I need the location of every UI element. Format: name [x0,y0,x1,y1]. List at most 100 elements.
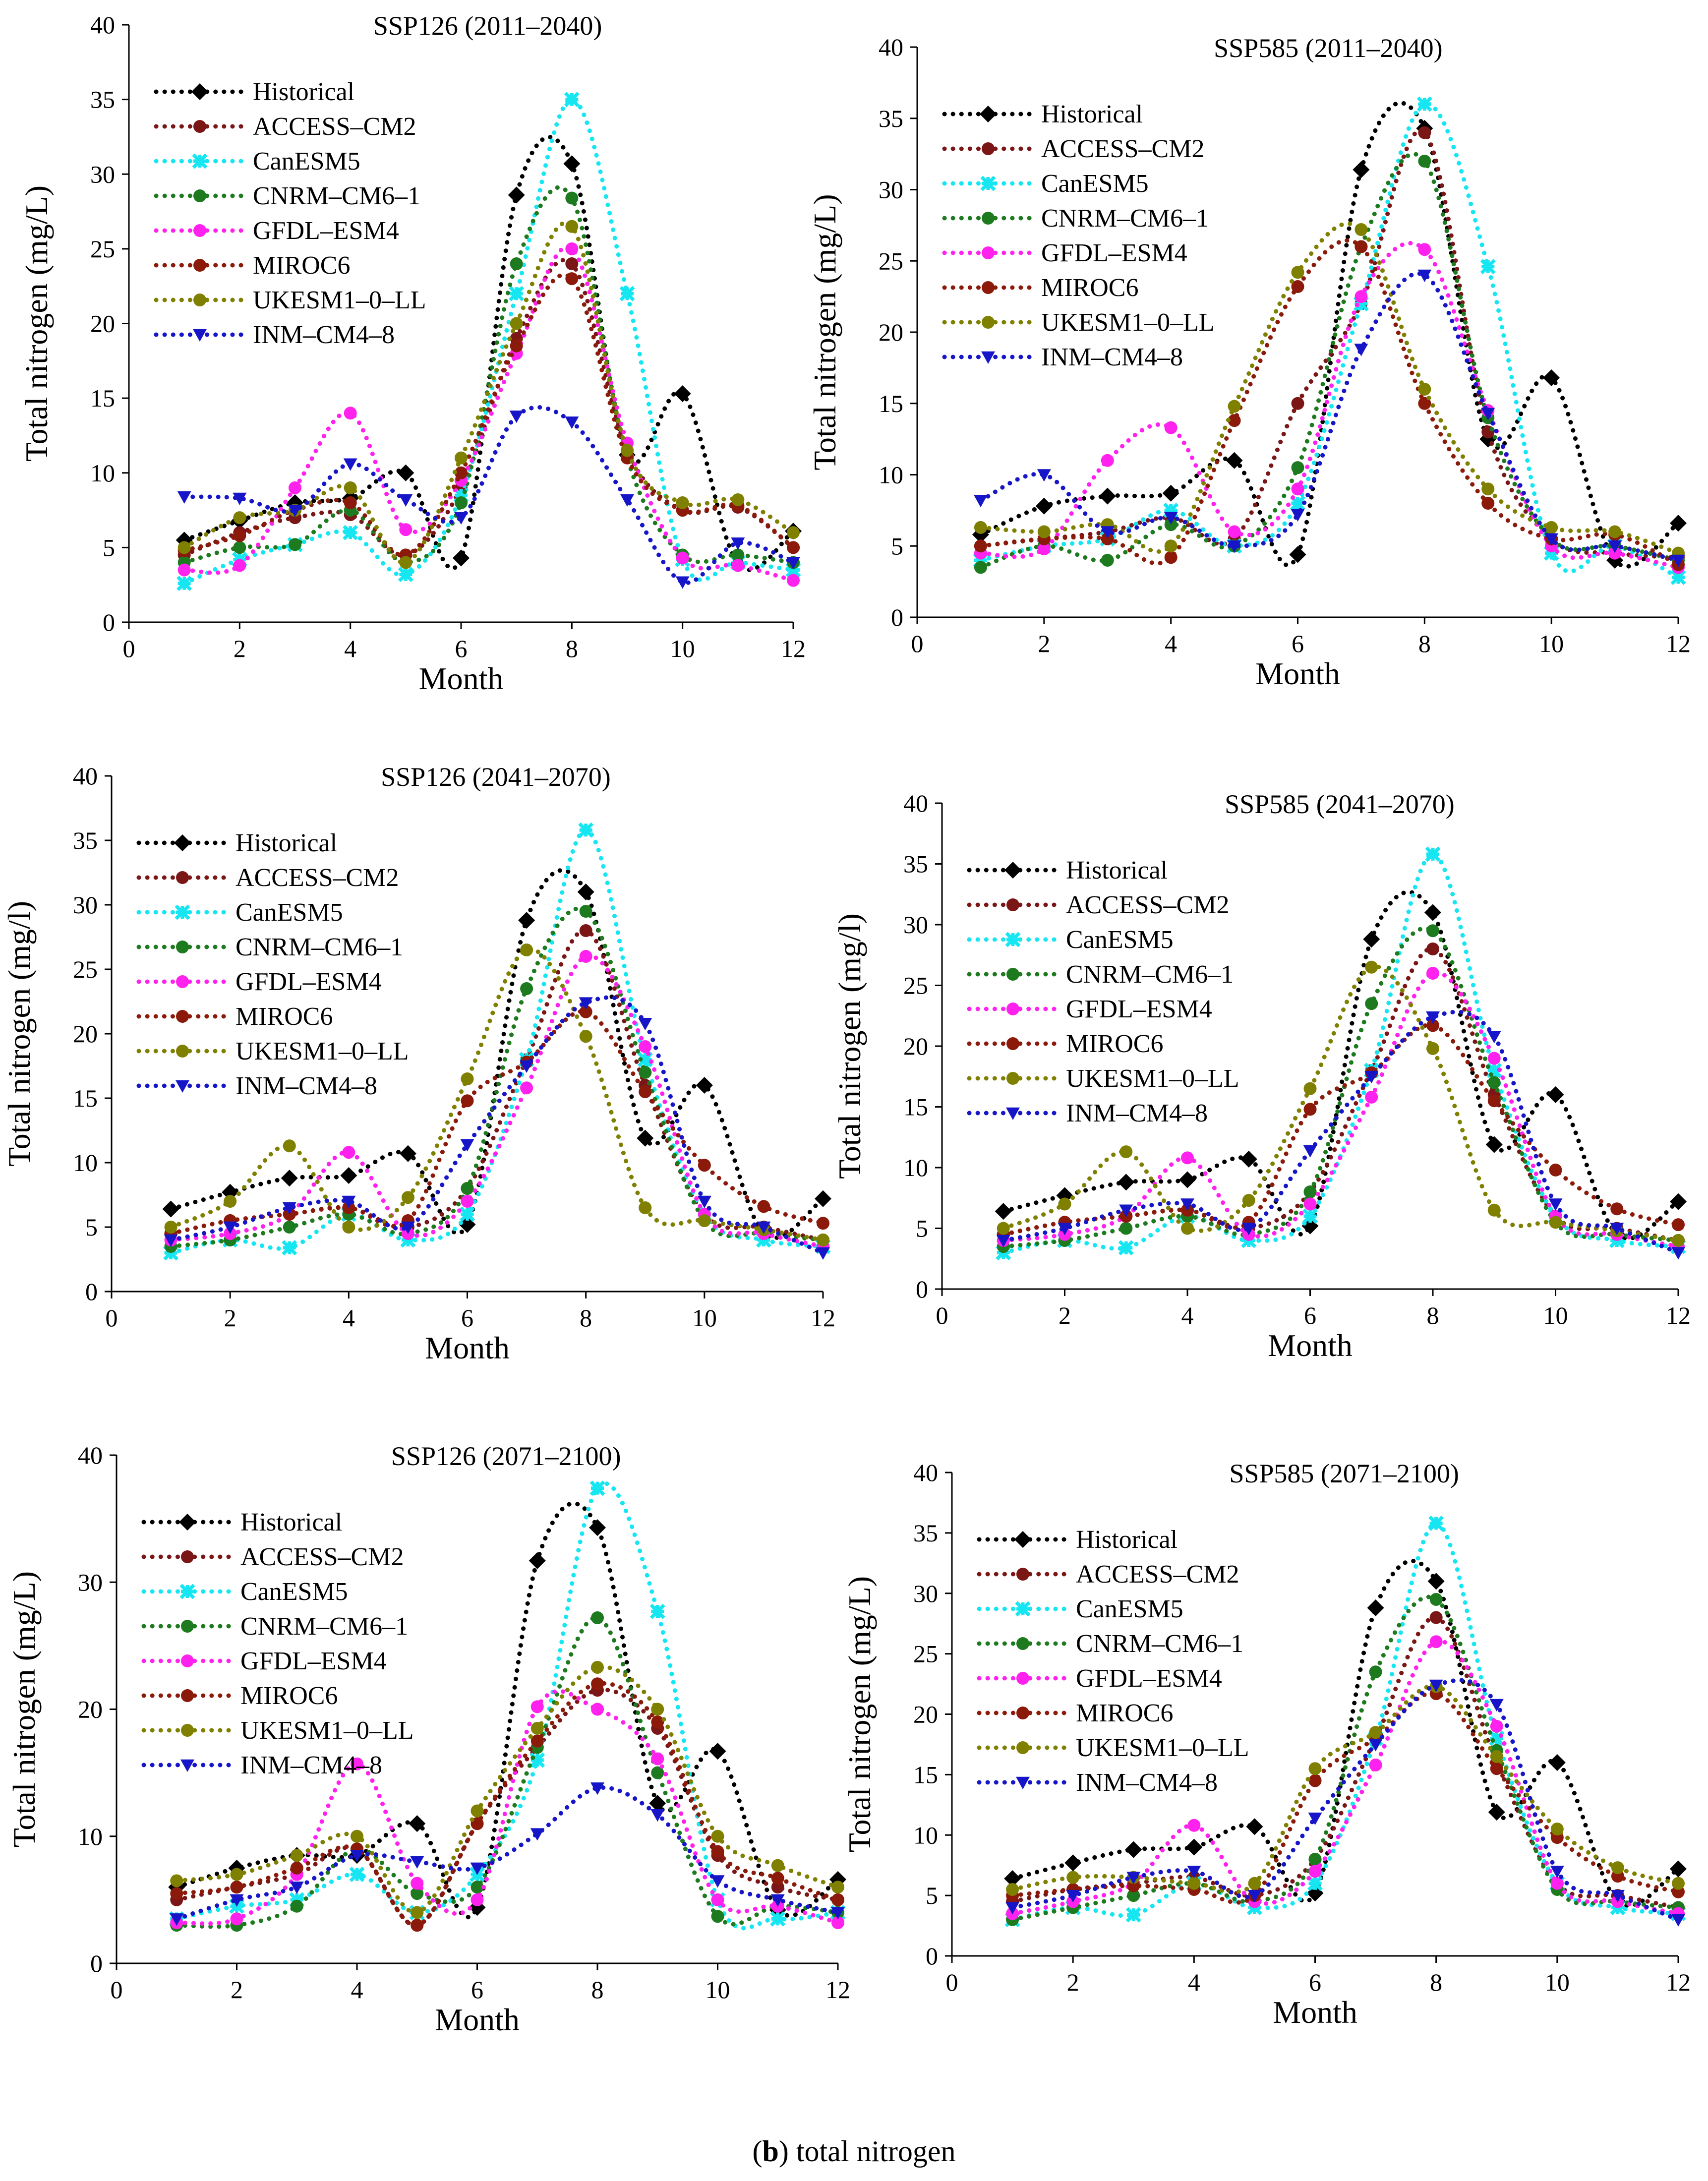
data-point [1672,1218,1685,1232]
x-axis-label: Month [1255,656,1340,691]
series-8 [973,269,1685,567]
legend-marker [193,224,206,237]
x-tick-label: 10 [706,1976,730,2004]
data-point [1126,1872,1141,1885]
y-tick-label: 15 [879,390,903,417]
data-point [1429,1635,1443,1649]
data-point [1246,1818,1263,1835]
legend-marker [1006,1072,1019,1085]
data-point [816,1247,830,1260]
y-tick-label: 35 [73,826,98,854]
legend-marker [1006,898,1019,911]
series-line [169,827,825,1255]
x-tick-label: 4 [344,635,356,662]
x-tick-label: 6 [1292,630,1304,657]
data-point [230,1912,243,1926]
chart-panel-4: 0 2 4 6 8 10 12 0 5 10 15 20 25 30 35 40 Month Total nitr… [832,789,1691,1363]
data-point [1429,1679,1443,1692]
data-point [1101,454,1114,467]
data-point [397,464,414,481]
data-point [461,1072,474,1085]
data-point [974,561,987,574]
data-point [170,1913,184,1926]
legend-marker [1016,1637,1029,1650]
data-point [698,1159,711,1172]
legend-label: ACCESS–CM2 [1076,1560,1239,1589]
x-axis-label: Month [419,661,504,696]
data-point [401,1221,415,1234]
data-point [164,1221,177,1234]
chart-title: SSP126 (2011–2040) [373,11,602,41]
data-point [1247,1889,1262,1903]
x-tick-label: 10 [692,1304,717,1332]
data-point [1355,223,1368,236]
y-tick-label: 25 [903,972,928,1000]
x-tick-label: 12 [1666,1968,1691,1996]
data-point [233,511,246,525]
data-point [711,1893,724,1906]
legend-marker [181,1620,194,1633]
data-point [510,257,523,270]
data-point [471,1881,484,1894]
data-point [520,1060,534,1073]
data-point [731,548,745,562]
data-point [1119,1145,1133,1159]
data-point [1489,1699,1504,1711]
legend-marker [1006,1002,1019,1015]
y-tick-label: 0 [916,1275,928,1303]
legend-marker [193,120,206,133]
data-point [1369,1665,1382,1679]
data-point [973,552,989,568]
legend-marker [192,153,208,169]
data-point [1164,539,1178,553]
data-point [1490,1750,1503,1763]
data-point [224,1195,237,1208]
data-point [453,549,470,567]
data-point [410,1856,424,1869]
legend-label: CNRM–CM6–1 [1066,960,1234,989]
legend-label: CNRM–CM6–1 [1041,204,1209,233]
legend-label: INM–CM4–8 [236,1072,377,1100]
legend-marker [193,259,206,272]
series-6 [177,272,800,562]
data-point [676,496,689,509]
x-tick-label: 0 [106,1304,118,1332]
x-tick-label: 4 [343,1304,355,1332]
data-point [565,220,579,233]
data-point [1248,1877,1261,1890]
series-line [169,868,825,1240]
chart-title: SSP126 (2041–2070) [381,762,611,792]
data-point [579,905,592,918]
legend-label: Historical [1076,1526,1178,1554]
y-tick-label: 40 [879,33,903,61]
x-tick-label: 4 [1181,1301,1194,1329]
data-point [1481,482,1495,496]
data-point [621,444,634,457]
data-point [409,1815,426,1832]
data-point [770,1894,785,1907]
data-point [1181,1222,1194,1235]
data-point [1303,1103,1317,1116]
legend: Historical ACCESS–CM2 CanESM5 CNRM–CM6–1 GFD… [967,856,1239,1127]
data-point [344,496,357,509]
data-point [1418,126,1431,139]
data-point [1289,546,1306,563]
data-point [563,155,581,173]
data-point [230,1881,243,1894]
data-point [1353,161,1370,178]
data-point [1355,240,1368,253]
data-point [509,286,525,301]
x-tick-label: 12 [825,1976,850,2004]
legend-label: CanESM5 [240,1578,348,1606]
legend-label: ACCESS–CM2 [1066,891,1229,919]
data-point [460,1139,474,1152]
legend-marker [1015,1601,1031,1617]
x-tick-label: 8 [566,635,578,662]
data-point [1127,1889,1140,1902]
legend-label: CNRM–CM6–1 [236,933,403,961]
y-tick-label: 15 [903,1093,928,1121]
legend-label: INM–CM4–8 [1041,343,1183,371]
data-point [289,538,301,551]
series-line [182,185,796,565]
